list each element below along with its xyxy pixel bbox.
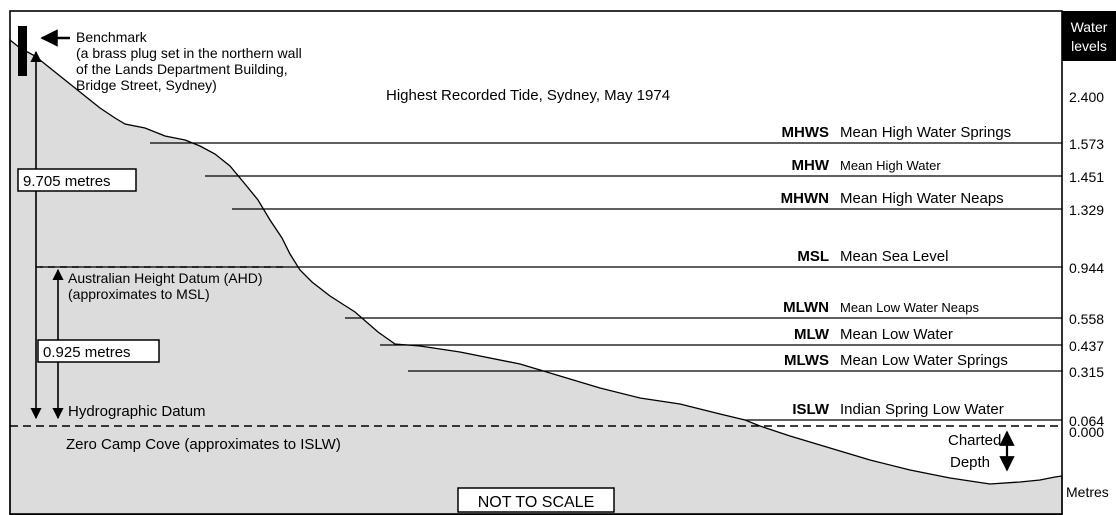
mhwn-name: Mean High Water Neaps	[840, 190, 1004, 207]
msl-name: Mean Sea Level	[840, 248, 948, 265]
islw-value: 0.064	[1069, 413, 1104, 429]
islw-abbr: ISLW	[792, 401, 830, 418]
ahd-height-label: 0.925 metres	[43, 344, 131, 361]
scale-top-value: 2.400	[1069, 89, 1104, 105]
benchmark-post	[18, 26, 27, 76]
mlwn-name: Mean Low Water Neaps	[840, 300, 979, 315]
benchmark-desc-line1: (a brass plug set in the northern wall	[76, 45, 302, 61]
mlwn-value: 0.558	[1069, 311, 1104, 327]
mhws-abbr: MHWS	[782, 124, 830, 141]
ahd-label-line1: Australian Height Datum (AHD)	[68, 270, 263, 286]
land-profile	[9, 38, 1063, 515]
scale-zero-value: 0.000	[1069, 424, 1104, 440]
ahd-height-box	[37, 339, 160, 363]
not-to-scale-label: NOT TO SCALE	[478, 494, 594, 511]
islw-name: Indian Spring Low Water	[840, 401, 1004, 418]
tide-levels-group: MHWS Mean High Water Springs 1.573 MHW Mean …	[40, 124, 1104, 429]
mhw-abbr: MHW	[792, 157, 830, 174]
water-levels-header-bg	[1062, 11, 1116, 61]
mlws-name: Mean Low Water Springs	[840, 352, 1008, 369]
mhw-value: 1.451	[1069, 169, 1104, 185]
mhw-name: Mean High Water	[840, 158, 941, 173]
mlwn-abbr: MLWN	[783, 299, 829, 316]
benchmark-desc-line2: of the Lands Department Building,	[76, 61, 288, 77]
scale-units-label: Metres	[1066, 484, 1109, 500]
benchmark-label: Benchmark	[76, 29, 148, 45]
mlw-value: 0.437	[1069, 338, 1104, 354]
mlw-abbr: MLW	[794, 326, 830, 343]
mhws-value: 1.573	[1069, 136, 1104, 152]
diagram-frame	[9, 10, 1063, 515]
ahd-label-line2: (approximates to MSL)	[68, 286, 210, 302]
mlws-abbr: MLWS	[784, 352, 829, 369]
mlw-name: Mean Low Water	[840, 326, 953, 343]
msl-value: 0.944	[1069, 260, 1104, 276]
highest-tide-label: Highest Recorded Tide, Sydney, May 1974	[386, 87, 670, 104]
mlws-value: 0.315	[1069, 364, 1104, 380]
mhwn-abbr: MHWN	[781, 190, 829, 207]
charted-depth-line2: Depth	[950, 454, 990, 471]
mhws-name: Mean High Water Springs	[840, 124, 1011, 141]
zero-camp-cove-label: Zero Camp Cove (approximates to ISLW)	[66, 436, 341, 453]
not-to-scale-box	[457, 487, 615, 513]
charted-depth-line1: Charted	[948, 432, 1001, 449]
mhwn-value: 1.329	[1069, 202, 1104, 218]
benchmark-height-label: 9.705 metres	[23, 173, 111, 190]
water-levels-header-line2: levels	[1071, 38, 1107, 54]
benchmark-desc-line3: Bridge Street, Sydney)	[76, 77, 217, 93]
msl-abbr: MSL	[797, 248, 829, 265]
water-levels-header-line1: Water	[1071, 19, 1108, 35]
benchmark-height-box	[17, 168, 137, 192]
hydrographic-datum-label: Hydrographic Datum	[68, 403, 206, 420]
